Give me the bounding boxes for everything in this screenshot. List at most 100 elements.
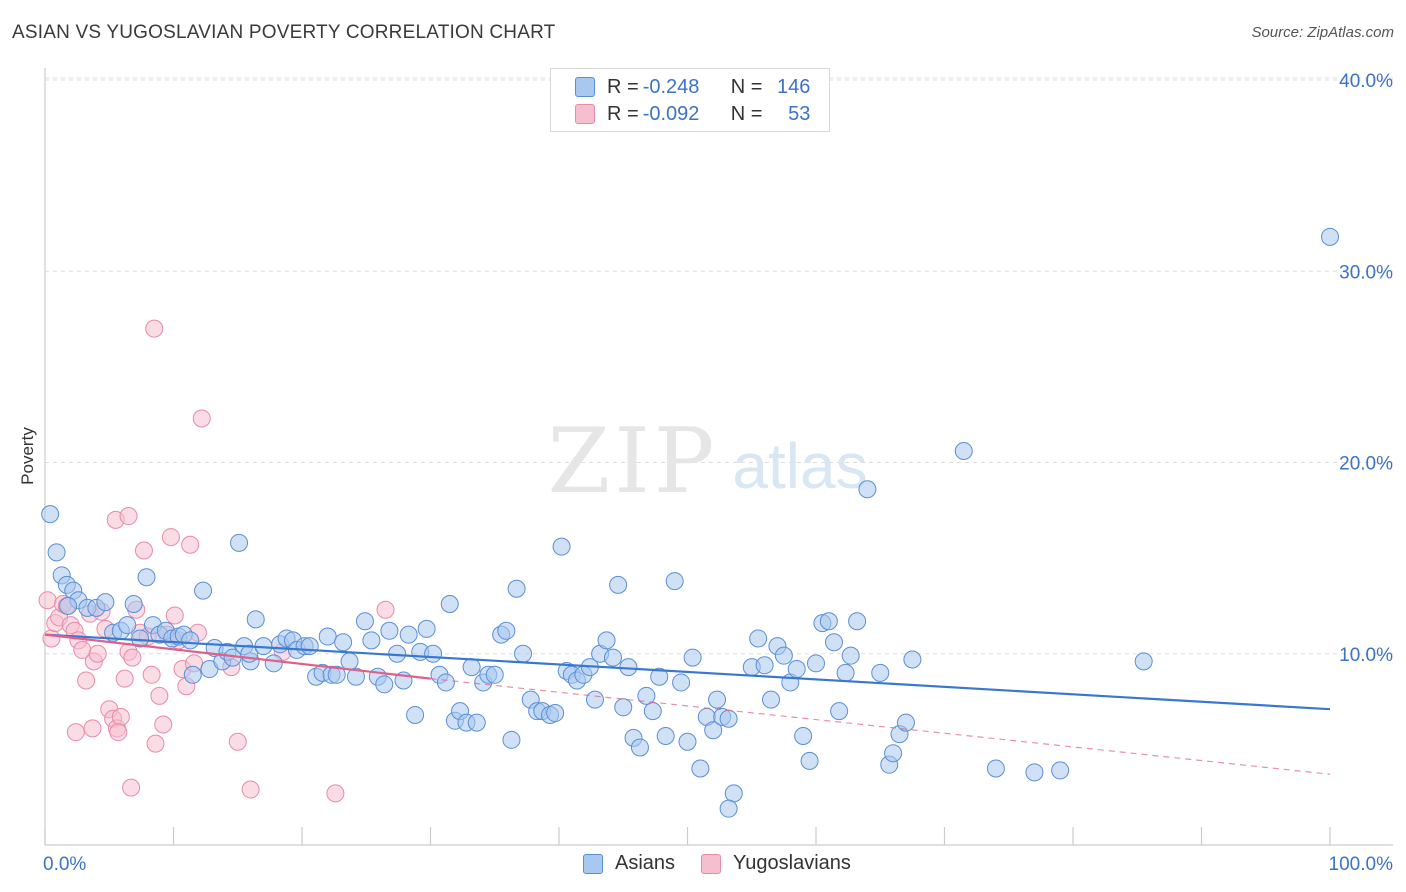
asians-point bbox=[406, 705, 425, 724]
asians-point bbox=[137, 568, 156, 587]
yugoslavians-point bbox=[119, 507, 138, 526]
asians-point bbox=[59, 596, 78, 615]
legend-label-asians: Asians bbox=[615, 852, 676, 874]
y-tick-label: 10.0% bbox=[1339, 645, 1393, 666]
yugoslavians-point bbox=[88, 644, 107, 663]
yugoslavians-point bbox=[150, 686, 169, 705]
yugoslavians-point bbox=[42, 629, 61, 648]
asians-point bbox=[340, 652, 359, 671]
tick-labels: 10.0% 20.0% 30.0% 40.0% 0.0% 100.0% Poverty bbox=[18, 71, 1393, 875]
asians-point bbox=[131, 629, 150, 648]
asians-point bbox=[440, 595, 459, 614]
y-axis-label: Poverty bbox=[18, 427, 37, 485]
legend-row-yugoslavians: R = -0.092 N = 53 bbox=[575, 102, 810, 126]
series-asians bbox=[41, 227, 1339, 818]
asians-point bbox=[546, 704, 565, 723]
asians-point bbox=[502, 730, 521, 749]
yugoslavians-trend-extension bbox=[430, 678, 1331, 775]
asians-point bbox=[327, 665, 346, 684]
asians-point bbox=[903, 650, 922, 669]
asians-point bbox=[724, 784, 743, 803]
asians-point bbox=[614, 698, 633, 717]
asians-point bbox=[1051, 761, 1070, 780]
asians-point bbox=[264, 654, 283, 673]
yugoslavians-point bbox=[83, 719, 102, 738]
asians-point bbox=[858, 480, 877, 499]
asians-point bbox=[841, 646, 860, 665]
asians-point bbox=[1025, 763, 1044, 782]
x-tick-label: 0.0% bbox=[43, 854, 86, 875]
asians-point bbox=[656, 726, 675, 745]
asians-point bbox=[603, 648, 622, 667]
asians-point bbox=[691, 759, 710, 778]
asians-point bbox=[514, 644, 533, 663]
legend-swatch-asians bbox=[575, 77, 595, 97]
yugoslavians-point bbox=[38, 591, 57, 610]
yugoslavians-point bbox=[111, 707, 130, 726]
yugoslavians-point bbox=[142, 665, 161, 684]
yugoslavians-point bbox=[146, 734, 165, 753]
asians-point bbox=[246, 610, 265, 629]
legend-n-label: N = bbox=[730, 102, 763, 125]
asians-point bbox=[986, 759, 1005, 778]
asians-point bbox=[230, 533, 249, 552]
asians-point bbox=[181, 631, 200, 650]
yugoslavians-point bbox=[77, 671, 96, 690]
asians-point bbox=[807, 654, 825, 673]
asians-point bbox=[678, 732, 697, 751]
legend-n-value: 53 bbox=[788, 102, 811, 125]
source-label: Source: ZipAtlas.com bbox=[1251, 24, 1394, 41]
asians-point bbox=[637, 686, 656, 705]
legend-label-yugoslavians: Yugoslavians bbox=[733, 852, 851, 874]
legend-n-label: N = bbox=[730, 75, 763, 98]
yugoslavians-point bbox=[165, 606, 184, 625]
asians-point bbox=[830, 702, 849, 721]
yugoslavians-point bbox=[134, 541, 153, 560]
yugoslavians-point bbox=[161, 528, 180, 547]
yugoslavians-point bbox=[192, 409, 211, 428]
asians-point bbox=[424, 644, 443, 663]
legend-swatch-asians bbox=[583, 853, 603, 874]
asians-trend-line bbox=[44, 633, 1331, 711]
asians-point bbox=[417, 619, 436, 638]
yugoslavians-point bbox=[66, 723, 85, 742]
yugoslavians-point bbox=[122, 778, 141, 797]
legend-r-label: R = bbox=[607, 75, 639, 98]
yugoslavians-point bbox=[228, 732, 247, 751]
asians-point bbox=[597, 631, 616, 650]
asians-point bbox=[896, 713, 915, 732]
asians-point bbox=[552, 537, 571, 556]
yugoslavians-point bbox=[376, 600, 395, 619]
series-yugoslavians bbox=[38, 319, 395, 803]
legend-swatch-yugoslavians bbox=[701, 853, 722, 874]
asians-point bbox=[954, 442, 973, 461]
asians-point bbox=[362, 631, 381, 650]
grid-layer bbox=[45, 77, 1393, 655]
asians-point bbox=[1321, 227, 1339, 246]
y-tick-label: 30.0% bbox=[1339, 262, 1393, 283]
legend-r-value: -0.092 bbox=[642, 102, 700, 125]
asians-point bbox=[665, 572, 684, 591]
asians-point bbox=[794, 726, 813, 745]
watermark-atlas: atlas bbox=[732, 430, 867, 502]
legend-item-asians[interactable]: Asians bbox=[583, 852, 675, 875]
asians-point bbox=[683, 648, 702, 667]
legend-r-value: -0.248 bbox=[642, 75, 700, 98]
trend-lines bbox=[44, 633, 1331, 775]
asians-point bbox=[183, 665, 202, 684]
asians-point bbox=[848, 612, 867, 631]
legend-n-value: 146 bbox=[777, 75, 811, 98]
asians-point bbox=[47, 543, 66, 562]
asians-point bbox=[719, 709, 738, 728]
asians-point bbox=[749, 629, 768, 648]
asians-point bbox=[787, 660, 806, 679]
asians-point bbox=[800, 751, 819, 770]
legend-r-label: R = bbox=[607, 102, 639, 125]
asians-point bbox=[300, 637, 319, 656]
legend-item-yugoslavians[interactable]: Yugoslavians bbox=[701, 852, 851, 875]
asians-point bbox=[871, 663, 890, 682]
asians-point bbox=[507, 579, 526, 598]
asians-point bbox=[708, 690, 727, 709]
yugoslavians-point bbox=[109, 723, 128, 742]
yugoslavians-point bbox=[241, 780, 260, 799]
